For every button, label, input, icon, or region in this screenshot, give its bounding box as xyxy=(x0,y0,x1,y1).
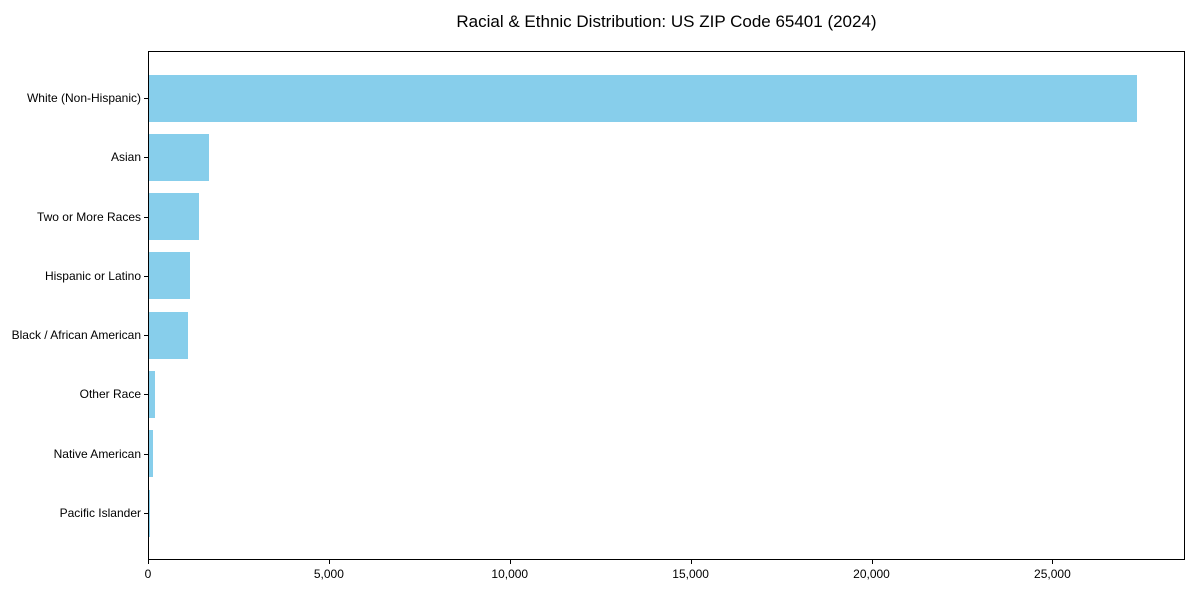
x-tick-label-5-000: 5,000 xyxy=(313,567,344,581)
x-tick-mark xyxy=(871,560,873,564)
x-tick-mark xyxy=(690,560,692,564)
bar-white-non-hispanic xyxy=(149,74,1137,122)
plot-area xyxy=(148,51,1185,560)
y-tick-label-hispanic-or-latino: Hispanic or Latino xyxy=(44,268,141,283)
chart-title: Racial & Ethnic Distribution: US ZIP Cod… xyxy=(456,12,877,31)
y-tick-mark xyxy=(144,453,148,455)
x-tick-mark xyxy=(1052,560,1054,564)
bar-asian xyxy=(149,133,209,181)
x-tick-label-0: 0 xyxy=(144,567,152,581)
y-tick-mark xyxy=(144,216,148,218)
bar-two-or-more-races xyxy=(149,193,199,241)
y-tick-label-two-or-more-races: Two or More Races xyxy=(36,209,141,224)
x-tick-label-25-000: 25,000 xyxy=(1034,567,1071,581)
y-tick-mark xyxy=(144,275,148,277)
x-tick-mark xyxy=(328,560,330,564)
y-tick-mark xyxy=(144,157,148,159)
x-tick-label-20-000: 20,000 xyxy=(853,567,890,581)
bar-black-african-american xyxy=(149,311,189,359)
bar-other-race xyxy=(149,370,155,418)
y-tick-label-native-american: Native American xyxy=(53,446,141,461)
x-tick-label-10-000: 10,000 xyxy=(491,567,529,581)
x-tick-mark xyxy=(509,560,511,564)
bar-hispanic-or-latino xyxy=(149,252,190,300)
y-tick-label-other-race: Other Race xyxy=(79,387,141,402)
y-tick-label-asian: Asian xyxy=(110,150,141,165)
y-tick-mark xyxy=(144,98,148,99)
y-tick-label-pacific-islander: Pacific Islander xyxy=(59,506,141,520)
y-tick-mark xyxy=(144,335,148,337)
y-tick-label-black-african-american: Black / African American xyxy=(11,328,141,343)
bar-native-american xyxy=(149,430,154,478)
x-tick-mark xyxy=(148,560,149,564)
y-tick-mark xyxy=(144,513,148,514)
x-tick-label-15-000: 15,000 xyxy=(672,567,709,581)
y-tick-label-white-non-hispanic: White (Non-Hispanic) xyxy=(26,91,141,105)
y-tick-mark xyxy=(144,394,148,396)
bar-pacific-islander xyxy=(149,489,150,537)
